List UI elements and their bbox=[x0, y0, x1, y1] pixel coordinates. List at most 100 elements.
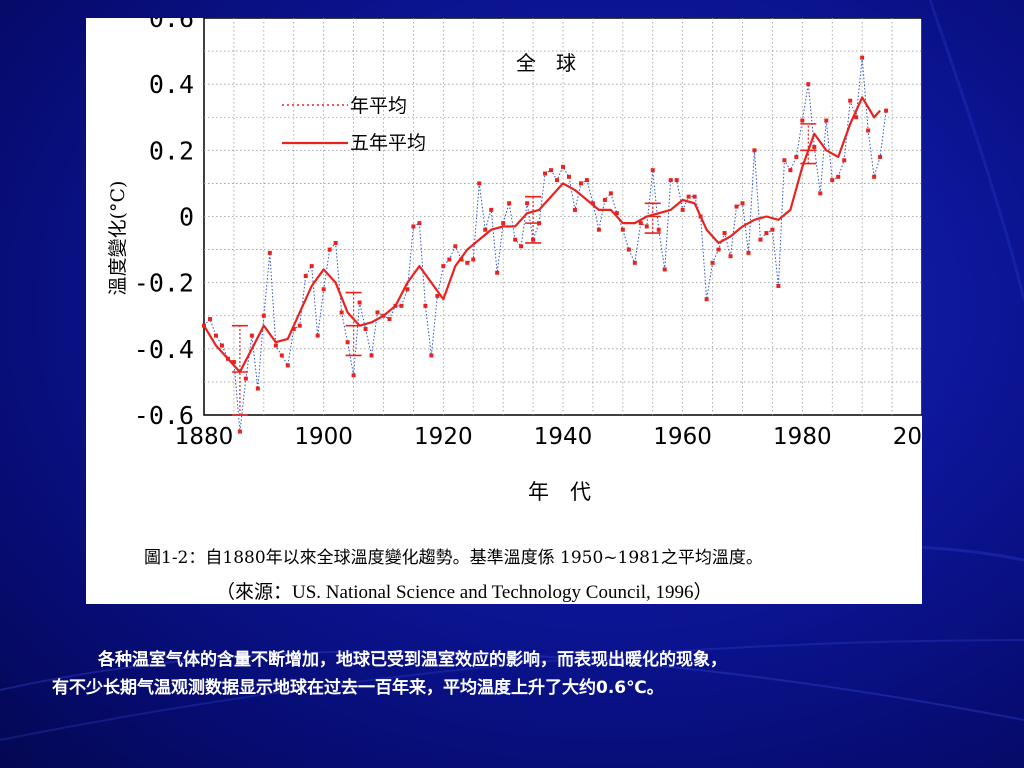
annual-point bbox=[668, 178, 673, 183]
x-tick-label: 2000 bbox=[893, 424, 922, 450]
annual-point bbox=[291, 326, 296, 331]
annual-point bbox=[818, 191, 823, 196]
annual-point bbox=[243, 376, 248, 381]
legend-label-five-year: 五年平均 bbox=[350, 132, 426, 154]
annual-point bbox=[740, 201, 745, 206]
body-line-1: 各种温室气体的含量不断增加，地球已受到温室效应的影响，而表现出暖化的现象， bbox=[98, 650, 727, 670]
x-axis-label: 年 代 bbox=[528, 480, 591, 504]
y-axis-label: 溫度變化(°C) bbox=[107, 181, 129, 296]
annual-point bbox=[447, 257, 452, 262]
annual-point bbox=[351, 373, 356, 378]
annual-point bbox=[483, 227, 488, 232]
body-paragraph: 各种温室气体的含量不断增加，地球已受到温室效应的影响，而表现出暖化的现象， 有不… bbox=[52, 646, 982, 702]
annual-point bbox=[345, 340, 350, 345]
annual-point bbox=[273, 343, 278, 348]
annual-point bbox=[632, 260, 637, 265]
five-year-series bbox=[203, 96, 881, 374]
annual-point bbox=[333, 240, 338, 245]
annual-point bbox=[435, 293, 440, 298]
annual-point bbox=[543, 171, 548, 176]
annual-point bbox=[716, 247, 721, 252]
y-tick-label: -0.4 bbox=[134, 335, 194, 364]
annual-point bbox=[806, 82, 811, 87]
x-tick-label: 1960 bbox=[653, 424, 712, 450]
annual-point bbox=[531, 237, 536, 242]
annual-point bbox=[237, 429, 242, 434]
annual-point bbox=[417, 221, 422, 226]
annual-point bbox=[596, 227, 601, 232]
annual-point bbox=[572, 207, 577, 212]
annual-point bbox=[387, 317, 392, 322]
figure-caption: 圖1-2：自1880年以來全球溫度變化趨勢。基準溫度係 1950~1981之平均… bbox=[144, 548, 763, 568]
annual-point bbox=[525, 201, 530, 206]
figure-panel: 0.6 0.4 0.2 0 -0.2 -0.4 -0.6 1880 1900 1920 1940 1… bbox=[86, 18, 922, 604]
annual-point bbox=[261, 313, 266, 318]
annual-point bbox=[285, 363, 290, 368]
annual-point bbox=[686, 194, 691, 199]
annual-point bbox=[267, 250, 272, 255]
annual-point bbox=[441, 264, 446, 269]
annual-point bbox=[602, 197, 607, 202]
annual-point bbox=[501, 221, 506, 226]
annual-point bbox=[710, 260, 715, 265]
annual-point bbox=[207, 317, 212, 322]
annual-point bbox=[614, 211, 619, 216]
y-tick-label: 0.6 bbox=[149, 18, 194, 33]
annual-point bbox=[584, 178, 589, 183]
annual-point bbox=[788, 168, 793, 173]
y-tick-label: -0.6 bbox=[134, 401, 194, 430]
annual-point bbox=[638, 221, 643, 226]
legend-label-annual: 年平均 bbox=[350, 95, 407, 117]
y-tick-label: 0.4 bbox=[149, 70, 194, 99]
annual-point bbox=[513, 237, 518, 242]
annual-point bbox=[399, 303, 404, 308]
temperature-chart: 0.60.40.20-0.2-0.4-0.6 1880 1900 1920 1940 1… bbox=[107, 18, 922, 504]
annual-point bbox=[824, 118, 829, 123]
annual-point bbox=[872, 174, 877, 179]
annual-point bbox=[650, 168, 655, 173]
x-tick-labels: 1880 1900 1920 1940 1960 1980 2000 bbox=[175, 424, 922, 450]
annual-point bbox=[489, 207, 494, 212]
annual-point bbox=[626, 247, 631, 252]
annual-point bbox=[405, 287, 410, 292]
chart-title: 全 球 bbox=[516, 51, 576, 75]
annual-point bbox=[704, 297, 709, 302]
annual-point bbox=[339, 310, 344, 315]
annual-point bbox=[746, 250, 751, 255]
annual-point bbox=[578, 181, 583, 186]
annual-point bbox=[620, 227, 625, 232]
annual-series bbox=[202, 55, 889, 434]
x-tick-label: 1940 bbox=[534, 424, 593, 450]
annual-point bbox=[722, 231, 727, 236]
annual-point bbox=[471, 257, 476, 262]
annual-point bbox=[465, 260, 470, 265]
annual-point bbox=[555, 178, 560, 183]
annual-point bbox=[854, 115, 859, 120]
annual-point bbox=[303, 274, 308, 279]
annual-point bbox=[734, 204, 739, 209]
annual-point bbox=[495, 270, 500, 275]
annual-point bbox=[758, 237, 763, 242]
annual-point bbox=[411, 224, 416, 229]
x-tick-label: 1920 bbox=[414, 424, 473, 450]
annual-point bbox=[644, 224, 649, 229]
annual-point bbox=[369, 353, 374, 358]
annual-point bbox=[878, 154, 883, 159]
x-tick-label: 1880 bbox=[175, 424, 234, 450]
annual-point bbox=[279, 353, 284, 358]
annual-point bbox=[561, 164, 565, 169]
annual-point bbox=[453, 244, 458, 249]
annual-point bbox=[321, 287, 326, 292]
y-tick-label: 0.2 bbox=[149, 136, 194, 165]
annual-point bbox=[692, 194, 697, 199]
x-tick-label: 1900 bbox=[294, 424, 353, 450]
annual-point bbox=[231, 360, 236, 365]
figure-source: （來源：US. National Science and Technology … bbox=[216, 582, 713, 603]
plot-area bbox=[203, 18, 922, 416]
annual-point bbox=[327, 247, 332, 252]
annual-point bbox=[249, 333, 254, 338]
annual-point bbox=[375, 310, 380, 315]
annual-point bbox=[662, 267, 667, 272]
error-bars bbox=[231, 123, 817, 416]
annual-point bbox=[836, 174, 841, 179]
